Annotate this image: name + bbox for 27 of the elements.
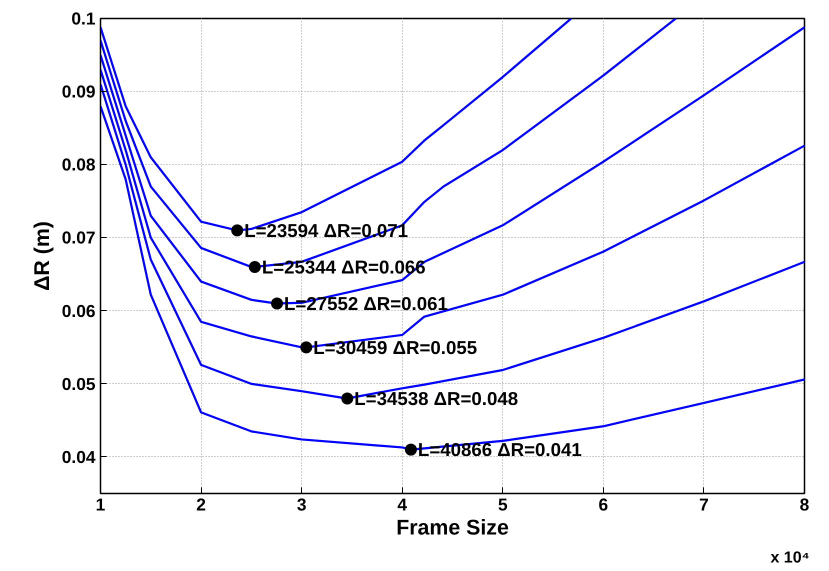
y-tick-label: 0.04 — [62, 446, 96, 467]
x-tick-label: 8 — [800, 494, 810, 514]
point — [300, 341, 312, 354]
annotation: L=30459 ΔR=0.055 — [313, 336, 478, 358]
point — [248, 260, 261, 273]
x-tick-label: 2 — [196, 494, 206, 514]
point — [271, 298, 284, 310]
x-tick-label: 4 — [397, 494, 408, 514]
x-tick-label: 6 — [598, 494, 609, 514]
y-tick-label: 0.1 — [71, 8, 96, 28]
y-tick-label: 0.05 — [62, 374, 96, 394]
annotation: L=34538 ΔR=0.048 — [354, 388, 518, 409]
x-tick-label: 5 — [498, 494, 508, 514]
y-tick-label: 0.09 — [62, 82, 96, 102]
y-tick-label: 0.06 — [62, 300, 96, 321]
point — [404, 444, 417, 456]
y-axis-title: ΔR (m) — [30, 221, 54, 291]
x-axis-title: Frame Size — [396, 516, 509, 540]
text: x 10⁴ — [770, 550, 810, 566]
y-tick-label: 0.07 — [62, 228, 96, 248]
point — [341, 392, 354, 404]
x-tick-label: 7 — [699, 494, 709, 514]
annotation: L=27552 ΔR=0.061 — [284, 293, 448, 314]
y-tick-label: 0.08 — [62, 154, 96, 175]
x-tick-label: 3 — [296, 494, 307, 514]
x-tick-label: 1 — [96, 494, 106, 514]
point — [231, 224, 244, 236]
